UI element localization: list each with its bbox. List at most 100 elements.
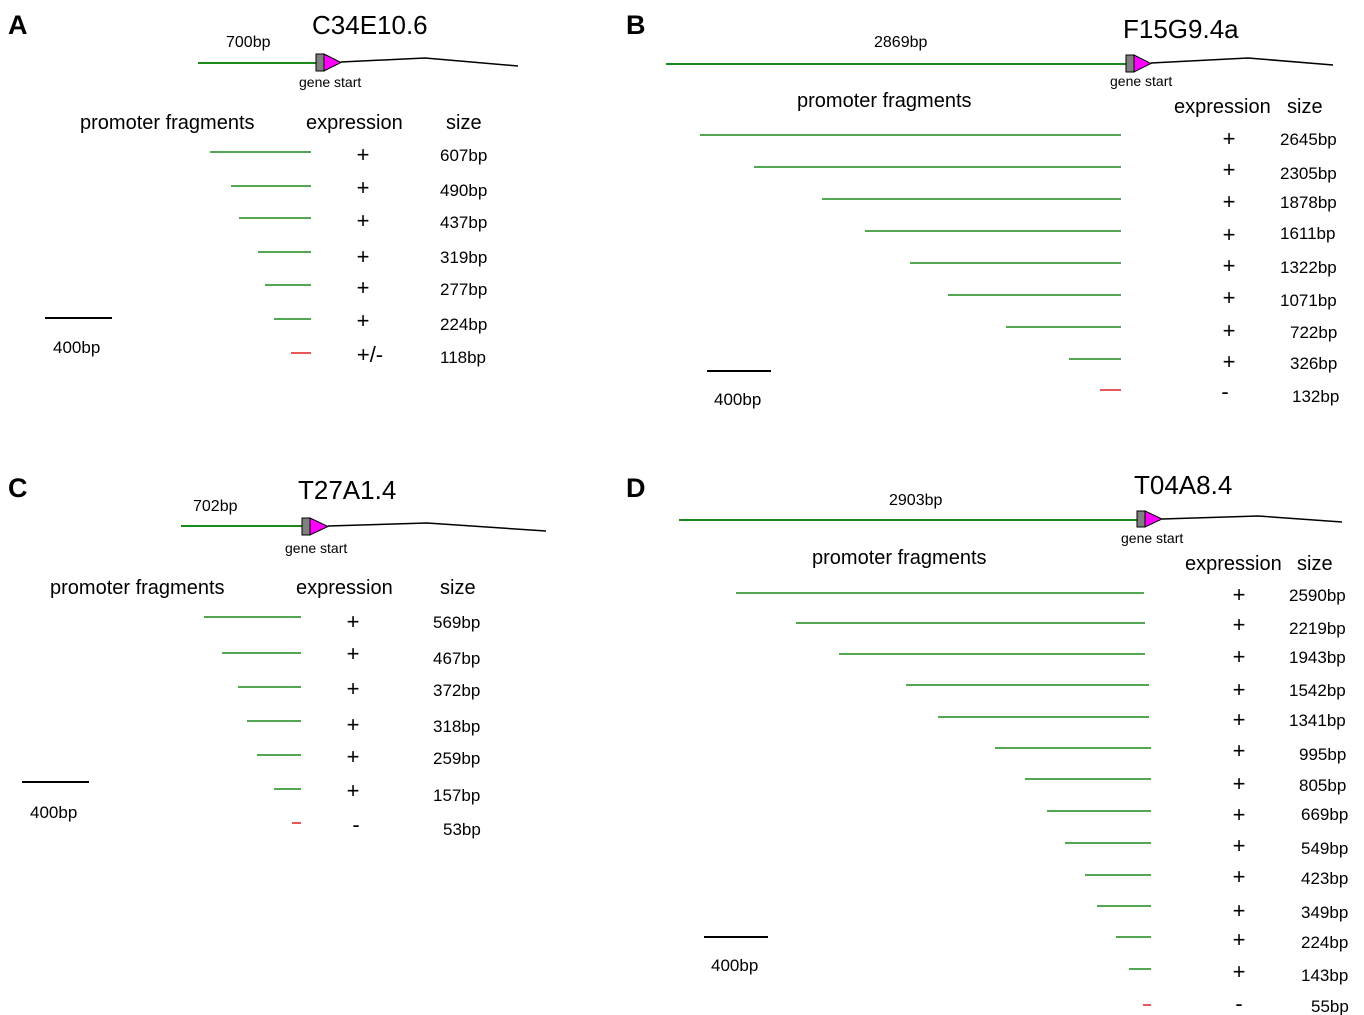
panel-letter: A bbox=[8, 10, 28, 40]
fragment-size: 143bp bbox=[1301, 966, 1348, 985]
gene-name: C34E10.6 bbox=[312, 10, 428, 40]
gene-start-arrow-icon bbox=[1144, 510, 1164, 528]
fragment-row: + 1611bp bbox=[865, 222, 1335, 247]
fragment-row: + 722bp bbox=[1006, 318, 1337, 343]
header-promoter-fragments: promoter fragments bbox=[80, 112, 255, 134]
expression-value: - bbox=[352, 812, 359, 837]
header-expression: expression bbox=[1174, 96, 1271, 118]
fragment-size: 1322bp bbox=[1280, 258, 1337, 277]
fragment-size: 805bp bbox=[1299, 776, 1346, 795]
fragment-size: 55bp bbox=[1311, 997, 1349, 1015]
gene-start-label: gene start bbox=[1110, 73, 1172, 89]
fragment-size: 2305bp bbox=[1280, 164, 1337, 183]
gene-start-arrow-icon bbox=[1133, 54, 1153, 73]
expression-value: + bbox=[357, 275, 370, 300]
fragment-row: + 224bp bbox=[1116, 927, 1348, 952]
fragment-size: 1071bp bbox=[1280, 291, 1337, 310]
fragment-row: + 423bp bbox=[1085, 864, 1348, 889]
expression-value: + bbox=[1233, 802, 1246, 827]
fragment-row: + 1071bp bbox=[948, 285, 1337, 310]
fragment-size: 669bp bbox=[1301, 805, 1348, 824]
fragment-row: + 2219bp bbox=[796, 612, 1346, 638]
header-size: size bbox=[440, 577, 476, 599]
expression-value: + bbox=[1233, 582, 1246, 607]
fragment-size: 1341bp bbox=[1289, 711, 1346, 730]
scale-bar-label: 400bp bbox=[714, 390, 761, 409]
fragment-size: 224bp bbox=[440, 315, 487, 334]
gene-body-line bbox=[1150, 57, 1334, 66]
expression-value: + bbox=[1223, 253, 1236, 278]
fragment-row: + 607bp bbox=[210, 142, 487, 167]
fragment-size: 995bp bbox=[1299, 745, 1346, 764]
panel-letter: B bbox=[626, 10, 646, 40]
fragment-row: + 1943bp bbox=[839, 644, 1346, 669]
expression-value: + bbox=[347, 676, 360, 701]
scale-bar-label: 400bp bbox=[53, 338, 100, 357]
fragment-size: 2645bp bbox=[1280, 130, 1337, 149]
fragment-row: - 132bp bbox=[1100, 379, 1339, 406]
fragment-row: + 669bp bbox=[1047, 802, 1348, 827]
fragment-size: 1542bp bbox=[1289, 681, 1346, 700]
expression-value: + bbox=[1223, 189, 1236, 214]
expression-value: + bbox=[1233, 898, 1246, 923]
expression-value: + bbox=[347, 744, 360, 769]
fragment-size: 53bp bbox=[443, 820, 481, 839]
expression-value: + bbox=[1223, 157, 1236, 182]
fragment-size: 259bp bbox=[433, 749, 480, 768]
fragment-size: 467bp bbox=[433, 649, 480, 668]
panel-a: A C34E10.6 700bp gene start promoter fra… bbox=[8, 10, 519, 367]
gene-body-line bbox=[1161, 515, 1343, 523]
fragment-row: + 995bp bbox=[995, 738, 1346, 764]
expression-value: + bbox=[357, 175, 370, 200]
scale-bar-label: 400bp bbox=[30, 803, 77, 822]
fragment-row: + 2590bp bbox=[736, 582, 1346, 607]
fragment-size: 319bp bbox=[440, 248, 487, 267]
fragment-size: 437bp bbox=[440, 213, 487, 232]
gene-start-arrow-icon bbox=[309, 517, 330, 536]
panel-letter: C bbox=[8, 473, 28, 503]
fragment-row: + 349bp bbox=[1097, 898, 1348, 923]
header-promoter-fragments: promoter fragments bbox=[50, 577, 225, 599]
fragment-size: 490bp bbox=[440, 181, 487, 200]
exon-box bbox=[301, 517, 311, 536]
fragment-size: 277bp bbox=[440, 280, 487, 299]
expression-value: + bbox=[1233, 612, 1246, 637]
expression-value: + bbox=[357, 208, 370, 233]
expression-value: + bbox=[347, 712, 360, 737]
panel-letter: D bbox=[626, 473, 646, 503]
fragment-row: + 319bp bbox=[258, 244, 487, 269]
fragment-size: 722bp bbox=[1290, 323, 1337, 342]
fragment-size: 224bp bbox=[1301, 933, 1348, 952]
exon-box bbox=[1125, 54, 1135, 73]
fragment-size: 423bp bbox=[1301, 869, 1348, 888]
fragment-row: - 55bp bbox=[1143, 991, 1349, 1015]
expression-value: + bbox=[357, 142, 370, 167]
panel-b: B F15G9.4a 2869bp gene start promoter fr… bbox=[626, 10, 1339, 409]
expression-value: + bbox=[1223, 126, 1236, 151]
gene-start-label: gene start bbox=[285, 540, 347, 556]
expression-value: + bbox=[357, 308, 370, 333]
fragment-row: + 467bp bbox=[222, 641, 480, 668]
scale-bar-label: 400bp bbox=[711, 956, 758, 975]
fragment-row: + 1878bp bbox=[822, 189, 1337, 214]
fragment-size: 2219bp bbox=[1289, 619, 1346, 638]
expression-value: + bbox=[1223, 349, 1236, 374]
header-size: size bbox=[1287, 96, 1323, 118]
fragment-row: + 157bp bbox=[274, 778, 480, 805]
fragment-row: + 569bp bbox=[204, 609, 480, 634]
header-size: size bbox=[1297, 553, 1333, 575]
panel-d: D T04A8.4 2903bp gene start promoter fra… bbox=[626, 470, 1349, 1015]
fragment-row: + 549bp bbox=[1065, 833, 1348, 858]
fragment-size: 326bp bbox=[1290, 354, 1337, 373]
expression-value: + bbox=[357, 244, 370, 269]
gene-start-label: gene start bbox=[1121, 530, 1183, 546]
fragment-row: + 326bp bbox=[1069, 349, 1337, 374]
expression-value: + bbox=[1223, 222, 1236, 247]
expression-value: + bbox=[1223, 285, 1236, 310]
fragment-row: + 1341bp bbox=[938, 707, 1346, 732]
expression-value: + bbox=[347, 778, 360, 803]
fragment-size: 349bp bbox=[1301, 903, 1348, 922]
gene-name: F15G9.4a bbox=[1123, 14, 1239, 44]
gene-name: T27A1.4 bbox=[298, 475, 396, 505]
fragment-size: 2590bp bbox=[1289, 586, 1346, 605]
